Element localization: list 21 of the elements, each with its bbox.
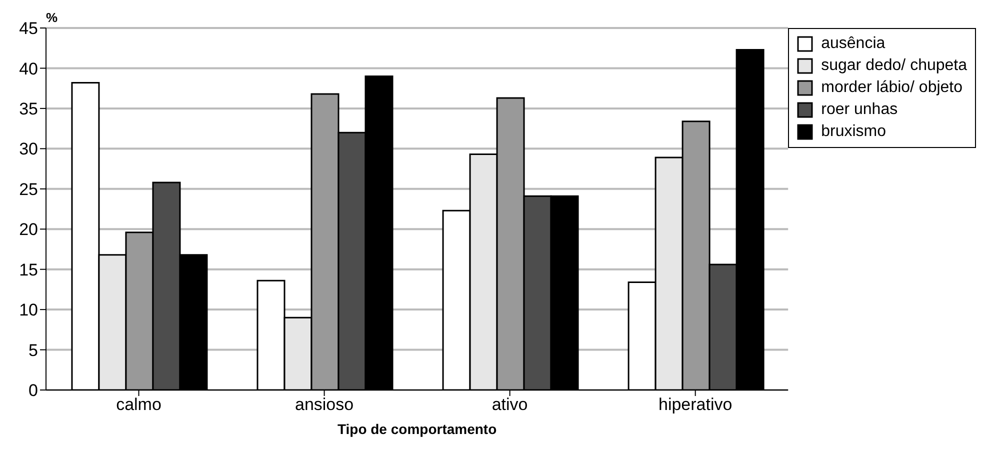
x-tick-label: hiperativo	[658, 395, 732, 414]
y-axis-title: %	[46, 10, 58, 25]
y-tick-label: 25	[19, 180, 38, 199]
legend-label: bruxismo	[821, 122, 886, 142]
x-axis-title: Tipo de comportamento	[337, 421, 497, 437]
y-tick-label: 30	[19, 140, 38, 159]
legend-label: roer unhas	[821, 100, 898, 120]
x-tick-label: ativo	[492, 395, 528, 414]
y-tick-label: 45	[19, 19, 38, 38]
legend-label: sugar dedo/ chupeta	[821, 56, 967, 76]
y-tick-label: 20	[19, 220, 38, 240]
x-tick-label: ansioso	[294, 395, 354, 414]
y-tick-label: 35	[19, 99, 38, 118]
legend-label: morder lábio/ objeto	[821, 78, 963, 98]
y-tick-label: 10	[19, 300, 38, 320]
legend-label: ausência	[821, 34, 886, 54]
x-tick-label: calmo	[116, 395, 162, 414]
y-tick-label: 40	[19, 59, 38, 78]
y-tick-label: 5	[28, 340, 38, 360]
y-tick-label: 15	[19, 260, 38, 280]
y-tick-label: 0	[28, 381, 38, 400]
